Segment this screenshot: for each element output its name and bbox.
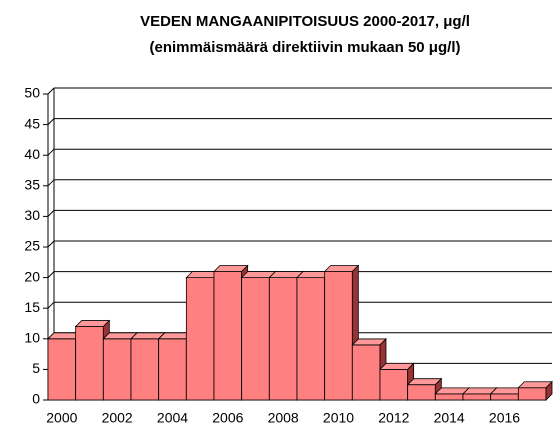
bar	[517, 387, 547, 401]
x-tick-label: 2004	[157, 410, 188, 426]
y-tick-label: 45	[24, 115, 40, 131]
grid-diagonal	[47, 240, 55, 248]
x-tick-label: 2006	[212, 410, 243, 426]
y-tick-label: 10	[24, 330, 40, 346]
bar	[490, 393, 519, 401]
y-tick-label: 25	[24, 238, 40, 254]
grid-diagonal	[47, 148, 55, 156]
x-tick-label: 2002	[102, 410, 133, 426]
y-tick-label: 40	[24, 146, 40, 162]
bar	[407, 384, 436, 401]
bar	[185, 277, 215, 401]
chart-title: VEDEN MANGAANIPITOISUUS 2000-2017, μg/l	[140, 13, 470, 30]
grid-diagonal	[47, 271, 55, 278]
x-tick-label: 2010	[323, 410, 354, 426]
y-tick-label: 5	[32, 360, 40, 376]
grid-diagonal	[47, 301, 55, 309]
grid-diagonal	[47, 118, 55, 125]
x-tick-label: 2014	[434, 410, 465, 426]
x-tick-label: 2016	[489, 410, 520, 426]
y-tick-label: 35	[24, 177, 40, 193]
y-tick-label: 30	[24, 207, 40, 223]
bar	[379, 368, 409, 401]
y-tick-label: 20	[24, 268, 40, 284]
chart-subtitle: (enimmäismäärä direktiivin mukaan 50 μg/…	[150, 39, 461, 56]
bar	[434, 393, 464, 401]
y-tick-label: 0	[32, 391, 40, 407]
bar	[158, 338, 187, 401]
y-tick-label: 15	[24, 299, 40, 315]
bar	[351, 344, 381, 401]
x-tick-label: 2000	[46, 410, 77, 426]
bar	[75, 326, 104, 401]
bar	[296, 277, 326, 401]
bar	[47, 338, 77, 401]
x-tick-label: 2012	[378, 410, 409, 426]
bar-side	[545, 380, 553, 401]
bar	[268, 277, 298, 401]
y-tick-label: 50	[24, 85, 40, 101]
x-tick-label: 2008	[268, 410, 299, 426]
bar	[324, 271, 353, 401]
bar	[102, 338, 132, 401]
bar	[213, 271, 243, 401]
grid-diagonal	[47, 87, 55, 95]
bar	[241, 277, 270, 401]
grid-diagonal	[47, 179, 55, 187]
bar	[462, 393, 492, 401]
bar	[130, 338, 160, 401]
grid-diagonal	[47, 210, 55, 217]
